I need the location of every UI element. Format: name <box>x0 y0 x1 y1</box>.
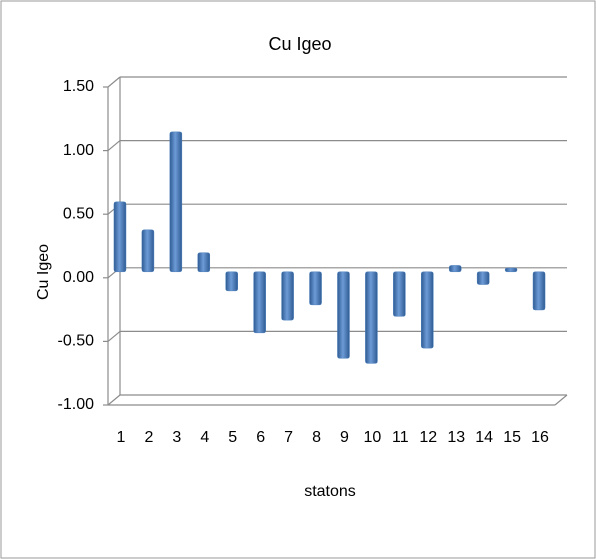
bar <box>476 271 490 285</box>
grid-depth <box>107 76 121 88</box>
x-tick-label: 5 <box>228 429 237 446</box>
x-tick-label: 7 <box>284 429 293 446</box>
x-tick-label: 2 <box>144 429 153 446</box>
grid-depth <box>107 394 121 406</box>
x-tick-label: 3 <box>172 429 181 446</box>
y-tick-label: 1.00 <box>63 142 94 159</box>
x-tick-label: 9 <box>340 429 349 446</box>
bar <box>337 271 350 359</box>
x-tick-label: 12 <box>419 429 437 446</box>
bar <box>393 271 406 317</box>
bar <box>281 271 294 321</box>
y-tick-label: -0.50 <box>58 333 95 350</box>
chart-title: Cu Igeo <box>268 34 331 54</box>
bar <box>309 271 322 306</box>
bar <box>532 271 546 311</box>
bar <box>253 271 266 334</box>
x-tick-label: 15 <box>503 429 521 446</box>
x-tick-label: 16 <box>531 429 549 446</box>
bar <box>197 252 211 273</box>
x-tick-label: 10 <box>364 429 382 446</box>
bar <box>169 131 183 273</box>
y-axis-label: Cu Igeo <box>35 244 52 300</box>
floor-side <box>554 394 568 406</box>
x-tick-label: 14 <box>475 429 493 446</box>
grid-depth <box>107 330 121 342</box>
bar <box>504 267 518 273</box>
bar <box>225 271 238 292</box>
bar <box>365 271 378 364</box>
bar <box>113 201 127 273</box>
y-tick-label: 0.00 <box>63 269 94 286</box>
bar <box>421 271 434 349</box>
x-tick-label: 13 <box>447 429 465 446</box>
bar <box>141 229 155 273</box>
x-tick-label: 1 <box>117 429 126 446</box>
x-axis-label: statons <box>304 483 356 500</box>
y-tick-label: -1.00 <box>58 396 95 413</box>
x-tick-label: 6 <box>256 429 265 446</box>
x-tick-label: 4 <box>200 429 209 446</box>
y-tick-label: 0.50 <box>63 205 94 222</box>
grid-depth <box>107 140 121 152</box>
x-tick-label: 8 <box>312 429 321 446</box>
y-tick-label: 1.50 <box>63 78 94 95</box>
x-tick-label: 11 <box>392 429 409 446</box>
bar <box>448 265 462 273</box>
